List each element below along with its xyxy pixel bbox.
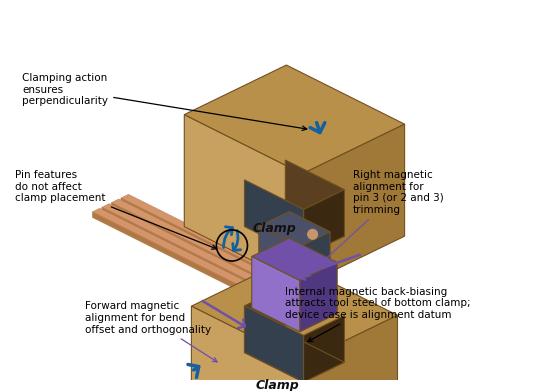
Text: Pin features
do not affect
clamp placement: Pin features do not affect clamp placeme… — [15, 170, 216, 249]
Polygon shape — [102, 207, 266, 295]
Polygon shape — [252, 238, 337, 280]
Polygon shape — [184, 65, 405, 174]
Polygon shape — [191, 306, 302, 391]
Polygon shape — [252, 256, 300, 332]
Polygon shape — [121, 194, 293, 280]
Polygon shape — [92, 212, 257, 300]
Text: Clamp: Clamp — [253, 222, 296, 235]
Polygon shape — [285, 160, 344, 236]
Text: Internal magnetic back-biasing
attracts tool steel of bottom clamp;
device case : Internal magnetic back-biasing attracts … — [285, 287, 470, 342]
Circle shape — [308, 230, 317, 239]
Polygon shape — [259, 212, 330, 247]
Polygon shape — [121, 198, 285, 286]
Polygon shape — [259, 226, 299, 326]
Polygon shape — [184, 115, 302, 286]
Polygon shape — [302, 124, 405, 286]
Text: Right magnetic
alignment for
pin 3 (or 2 and 3)
trimming: Right magnetic alignment for pin 3 (or 2… — [306, 170, 443, 277]
Polygon shape — [112, 203, 276, 291]
Polygon shape — [244, 180, 304, 256]
Polygon shape — [112, 199, 283, 285]
Polygon shape — [244, 286, 285, 353]
Polygon shape — [299, 232, 330, 326]
Polygon shape — [304, 190, 344, 256]
Polygon shape — [191, 260, 398, 362]
Polygon shape — [244, 306, 304, 382]
Polygon shape — [244, 333, 344, 382]
Polygon shape — [302, 315, 398, 391]
Text: Clamp: Clamp — [255, 379, 299, 391]
Polygon shape — [300, 262, 337, 332]
Polygon shape — [102, 204, 274, 289]
Text: Forward magnetic
alignment for bend
offset and orthogonality: Forward magnetic alignment for bend offs… — [85, 301, 217, 362]
Text: Clamping action
ensures
perpendicularity: Clamping action ensures perpendicularity — [22, 73, 307, 131]
Polygon shape — [92, 208, 264, 294]
Polygon shape — [304, 316, 344, 382]
